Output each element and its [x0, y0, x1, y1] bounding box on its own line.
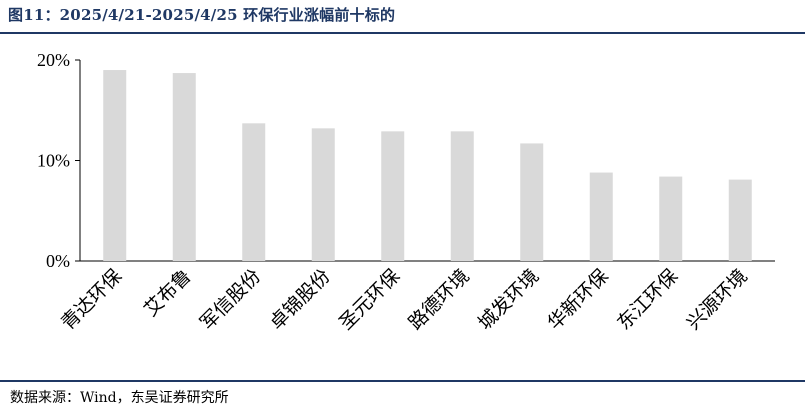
source-rule	[0, 380, 805, 382]
y-tick-label: 0%	[46, 251, 70, 271]
x-tick-label: 卓锦股份	[265, 265, 334, 334]
bar	[242, 123, 266, 261]
x-tick-label: 圣元环保	[335, 265, 404, 334]
x-tick-label: 华新环保	[543, 265, 612, 334]
bar	[659, 176, 683, 261]
bar	[589, 172, 613, 261]
x-tick-label: 兴源环境	[682, 265, 751, 334]
bar	[520, 143, 544, 261]
chart-bars	[103, 70, 752, 261]
x-tick-label: 艾布鲁	[140, 265, 196, 321]
chart-title: 图11：2025/4/21-2025/4/25 环保行业涨幅前十标的	[8, 6, 396, 24]
bar	[103, 70, 127, 261]
x-axis-ticks: 青达环保 艾布鲁 军信股份 卓锦股份 圣元环保 路德环境 城发环境 华新环保 东江环保 兴源环境	[57, 265, 752, 334]
x-tick-label: 青达环保	[57, 265, 126, 334]
bar	[450, 131, 474, 261]
y-tick-label: 20%	[37, 50, 70, 70]
x-tick-label: 军信股份	[196, 265, 265, 334]
bar	[311, 128, 335, 261]
bar-chart: 0% 10% 20% 青达环保 艾布鲁 军信股份 卓锦股份 圣元环保 路德环境 城发环境 华新环保…	[37, 50, 775, 334]
title-rule	[0, 32, 805, 34]
x-tick-label: 东江环保	[613, 265, 682, 334]
source-note: 数据来源：Wind，东吴证券研究所	[10, 390, 229, 406]
x-tick-label: 路德环境	[404, 265, 473, 334]
bar	[381, 131, 405, 261]
bar	[172, 73, 196, 261]
x-tick-label: 城发环境	[474, 265, 543, 334]
y-axis-ticks: 0% 10% 20%	[37, 50, 80, 271]
bar	[728, 179, 752, 261]
y-tick-label: 10%	[37, 151, 70, 171]
